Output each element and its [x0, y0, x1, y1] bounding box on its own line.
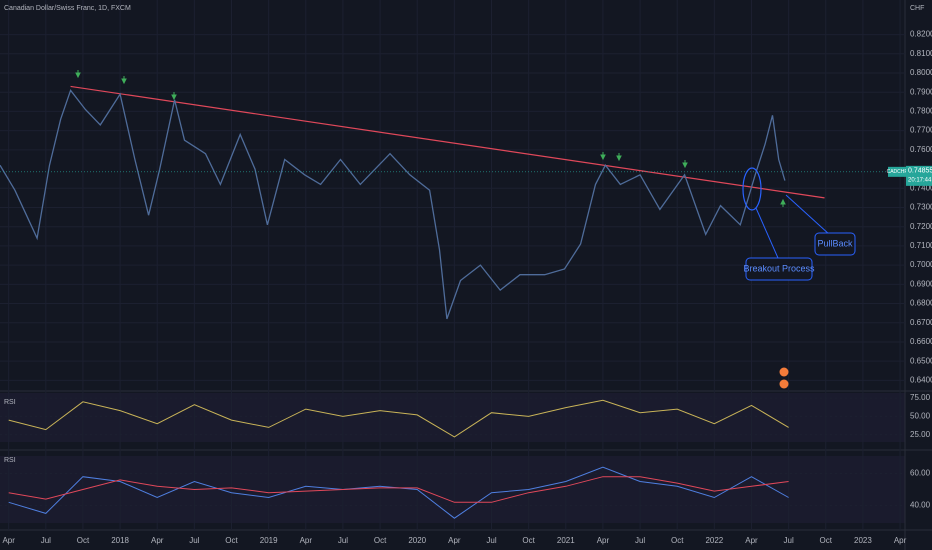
y-tick-label: 0.73000 — [910, 203, 932, 212]
x-tick-label: Apr — [894, 536, 907, 545]
y-tick-label: 0.79000 — [910, 87, 932, 96]
pane-title: RSI — [4, 399, 16, 406]
axis-unit: CHF — [910, 5, 924, 12]
x-tick-label: Apr — [448, 536, 461, 545]
breakout-circle — [742, 167, 762, 211]
grid — [0, 0, 905, 530]
y-tick-label: 0.82000 — [910, 30, 932, 39]
arrow — [600, 152, 606, 161]
marks — [0, 85, 905, 519]
x-tick-label: Apr — [300, 536, 313, 545]
y-tick-label: 0.67000 — [910, 318, 932, 327]
x-tick-label: 2022 — [705, 536, 723, 545]
y-tick-label: 0.70000 — [910, 260, 932, 269]
x-tick-label: Oct — [820, 536, 833, 545]
x-tick-label: Apr — [597, 536, 610, 545]
arrow — [75, 70, 81, 79]
x-tick-label: Apr — [745, 536, 758, 545]
x-tick-label: 2021 — [557, 536, 575, 545]
y-tick-label: 0.74000 — [910, 183, 932, 192]
y-tick-label: 0.72000 — [910, 222, 932, 231]
y-tick-label: 50.00 — [910, 412, 931, 421]
callout-line — [785, 194, 831, 236]
y-tick-label: 25.00 — [910, 430, 931, 439]
rsi-band — [0, 393, 905, 442]
x-tick-label: Jul — [189, 536, 199, 545]
y-tick-label: 0.66000 — [910, 337, 932, 346]
x-tick-label: Apr — [151, 536, 164, 545]
x-tick-label: Oct — [374, 536, 387, 545]
annotation: Breakout Process — [743, 263, 815, 273]
arrow — [616, 153, 622, 162]
arrow — [171, 92, 177, 101]
series-line — [8, 476, 789, 503]
x-tick-label: Jul — [486, 536, 496, 545]
annotation-box — [745, 257, 813, 281]
price-tag-label: 0.74855 — [908, 168, 932, 175]
y-tick-label: 0.78000 — [910, 107, 932, 116]
y-tick-label: 0.71000 — [910, 241, 932, 250]
y-tick-label: 0.76000 — [910, 145, 932, 154]
x-tick-label: 2019 — [260, 536, 278, 545]
y-tick-label: 0.65000 — [910, 356, 932, 365]
chart-title: Canadian Dollar/Swiss Franc, 1D, FXCM — [4, 5, 131, 12]
x-tick-label: Jul — [338, 536, 348, 545]
price-tag — [906, 165, 932, 186]
series-line — [8, 399, 789, 438]
y-tick-label: 0.81000 — [910, 49, 932, 58]
x-tick-label: Jul — [635, 536, 645, 545]
callout-line — [755, 207, 779, 259]
y-tick-label: 0.69000 — [910, 279, 932, 288]
peak-arrows — [75, 70, 786, 207]
countdown-label: 20:17:44 — [908, 177, 932, 183]
rsi-band — [0, 456, 905, 523]
event-icon[interactable] — [779, 379, 789, 389]
x-tick-label: Apr — [2, 536, 15, 545]
annotation-box — [814, 232, 856, 256]
y-tick-label: 40.00 — [910, 501, 931, 510]
x-tick-label: Oct — [522, 536, 535, 545]
event-icon[interactable] — [779, 367, 789, 377]
arrow — [121, 76, 127, 85]
arrow — [780, 198, 786, 207]
trendline — [70, 85, 825, 199]
series-tag-label: CADCHF — [887, 169, 908, 175]
x-tick-label: Oct — [671, 536, 684, 545]
y-tick-label: 0.64000 — [910, 376, 932, 385]
y-tick-label: 0.68000 — [910, 299, 932, 308]
arrow — [682, 160, 688, 169]
y-tick-label: 0.77000 — [910, 126, 932, 135]
x-tick-label: 2020 — [408, 536, 426, 545]
x-tick-label: Oct — [225, 536, 238, 545]
series-line — [0, 88, 786, 320]
y-tick-label: 0.80000 — [910, 68, 932, 77]
annotation: PullBack — [817, 238, 853, 248]
x-tick-label: Oct — [77, 536, 90, 545]
y-tick-label: 60.00 — [910, 469, 931, 478]
y-tick-label: 75.00 — [910, 393, 931, 402]
x-tick-label: Jul — [784, 536, 794, 545]
x-tick-label: 2018 — [111, 536, 129, 545]
x-tick-label: Jul — [41, 536, 51, 545]
pane-title: RSI — [4, 457, 16, 464]
x-tick-label: 2023 — [854, 536, 872, 545]
series-tag — [888, 166, 906, 177]
